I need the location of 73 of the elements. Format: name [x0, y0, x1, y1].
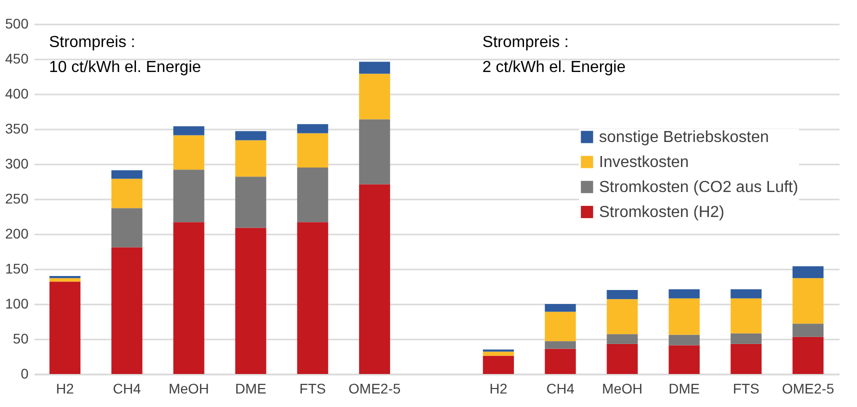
- bar: [730, 298, 762, 334]
- x-tick-label: DME: [235, 380, 266, 396]
- bar: [111, 208, 142, 248]
- bar: [173, 126, 204, 136]
- bar: [173, 222, 204, 374]
- bar: [668, 298, 700, 335]
- bar: [173, 170, 204, 222]
- bar: [544, 348, 576, 374]
- legend-label: Stromkosten (CO2 aus Luft): [599, 179, 798, 196]
- y-tick-label: 100: [5, 296, 29, 312]
- bar: [730, 333, 762, 344]
- y-tick-label: 400: [5, 86, 29, 102]
- annotation: Strompreis : 2 ct/kWh el. Energie: [482, 34, 626, 76]
- y-tick-label: 250: [5, 190, 29, 206]
- bar: [606, 344, 638, 374]
- x-tick-label: H2: [56, 380, 74, 396]
- bar: [235, 131, 266, 140]
- bar: [668, 334, 700, 346]
- y-tick-label: 200: [5, 226, 29, 242]
- y-tick-label: 500: [5, 16, 29, 32]
- bar: [173, 135, 204, 170]
- y-tick-label: 150: [5, 260, 29, 276]
- bar: [606, 334, 638, 344]
- x-tick-label: FTS: [732, 380, 760, 396]
- bar: [792, 324, 824, 337]
- bar: [49, 278, 80, 282]
- bar: [668, 345, 700, 374]
- bar: [482, 352, 514, 356]
- bar: [792, 278, 824, 324]
- bar: [111, 178, 142, 208]
- bar: [792, 336, 824, 374]
- bar: [297, 222, 328, 374]
- bar: [111, 170, 142, 179]
- bar: [792, 266, 824, 278]
- x-tick-label: OME2-5: [782, 380, 834, 396]
- y-tick-label: 300: [5, 156, 29, 172]
- bar: [297, 133, 328, 168]
- y-tick-label: 50: [12, 330, 29, 346]
- bar: [359, 74, 390, 120]
- bar: [668, 289, 700, 298]
- bar: [730, 344, 762, 374]
- bar: [235, 176, 266, 228]
- x-tick-label: DME: [668, 380, 700, 396]
- bar: [49, 282, 80, 374]
- bar: [297, 124, 328, 134]
- annotation: Strompreis : 10 ct/kWh el. Energie: [48, 34, 202, 76]
- y-tick-label: 450: [5, 50, 29, 66]
- bar: [297, 168, 328, 222]
- bar: [235, 140, 266, 177]
- bar: [606, 299, 638, 334]
- x-tick-label: H2: [489, 380, 508, 396]
- y-tick-label: 0: [20, 366, 29, 382]
- legend-label: Investkosten: [599, 154, 689, 171]
- bar: [544, 312, 576, 342]
- x-tick-label: CH4: [112, 380, 142, 396]
- x-tick-label: FTS: [299, 380, 326, 396]
- bar: [235, 228, 266, 374]
- legend-label: Stromkosten (H2): [599, 204, 724, 221]
- x-tick-label: OME2-5: [348, 380, 401, 396]
- bar: [111, 247, 142, 374]
- bar: [359, 119, 390, 184]
- bar: [606, 290, 638, 300]
- x-tick-label: MeOH: [602, 380, 642, 396]
- x-tick-label: CH4: [546, 380, 575, 396]
- bar: [359, 62, 390, 74]
- y-tick-label: 350: [5, 120, 29, 136]
- bar: [482, 356, 514, 374]
- bar: [544, 341, 576, 349]
- legend-label: sonstige Betriebskosten: [599, 129, 769, 146]
- bar: [544, 304, 576, 312]
- bar: [730, 289, 762, 298]
- bar: [359, 184, 390, 374]
- x-tick-label: MeOH: [168, 380, 210, 396]
